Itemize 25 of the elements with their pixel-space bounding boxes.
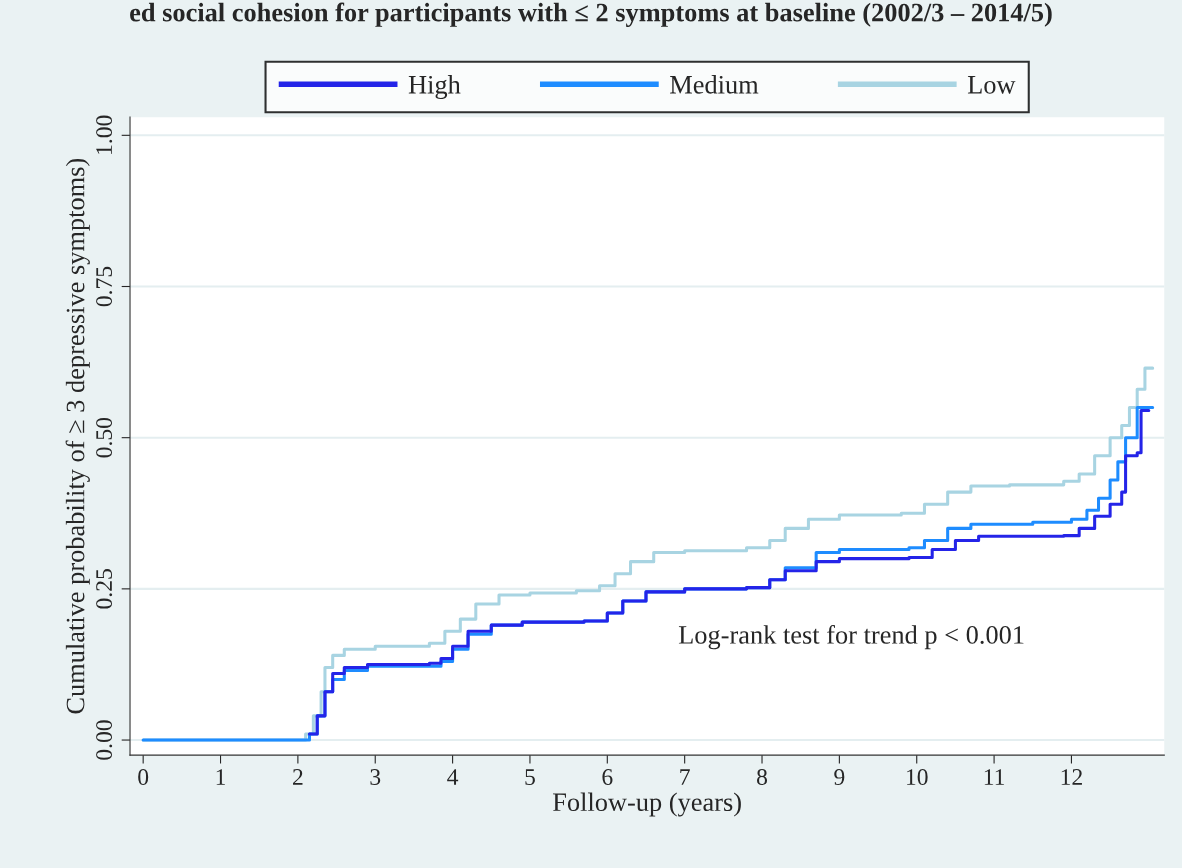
x-tick-label: 1 <box>216 769 226 785</box>
x-tick-label: 0 <box>138 769 149 785</box>
y-tick-label: 0.50 <box>96 417 113 458</box>
y-tick-label: 0.75 <box>96 266 113 307</box>
y-axis-title: Cumulative probability of ≥ 3 depressive symptoms) <box>65 158 90 714</box>
annotation: Log-rank test for trend p < 0.001 <box>678 625 1024 650</box>
y-tick-label: 0.00 <box>96 720 113 760</box>
x-tick-label: 10 <box>907 769 928 785</box>
x-tick-label: 6 <box>602 769 613 785</box>
x-tick-label: 8 <box>757 769 768 785</box>
x-tick-label: 12 <box>1061 769 1082 785</box>
x-tick-label: 11 <box>984 769 1005 785</box>
x-tick-label: 5 <box>525 769 535 785</box>
x-tick-label: 2 <box>293 769 303 785</box>
x-axis-title: Follow-up (years) <box>553 792 741 817</box>
legend-label: High <box>408 75 461 100</box>
x-tick-label: 9 <box>834 769 845 785</box>
chart-title: ed social cohesion for participants with ≤ 2 symptoms at baseline (2002/3 – 2014/5) <box>130 2 1052 27</box>
legend-label: Medium <box>670 75 759 94</box>
x-tick-label: 7 <box>680 769 690 785</box>
x-tick-label: 4 <box>447 769 459 785</box>
y-tick-label: 1.00 <box>96 115 113 154</box>
y-tick-label: 0.25 <box>96 569 113 609</box>
x-tick-label: 3 <box>370 769 381 785</box>
legend-label: Low <box>967 76 1016 94</box>
